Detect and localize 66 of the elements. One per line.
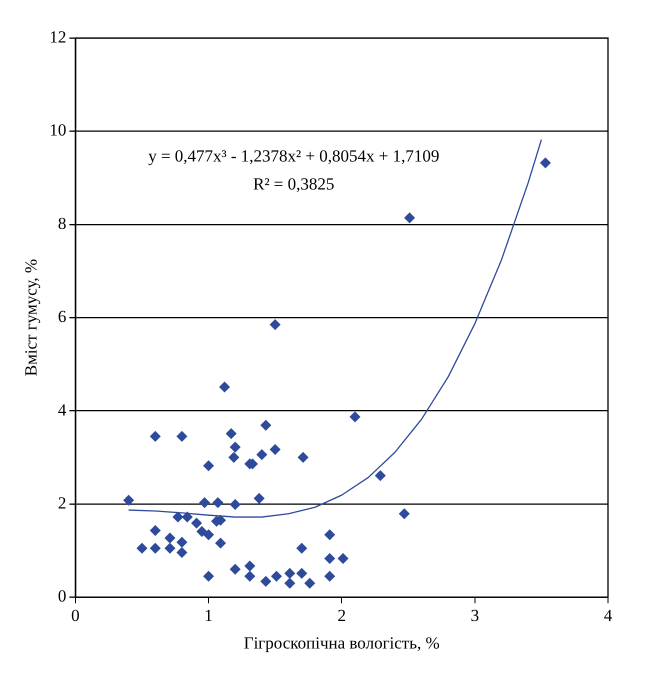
x-tick-label: 2	[337, 606, 346, 625]
point	[150, 525, 161, 536]
point	[244, 570, 256, 582]
y-axis-title: Вміст гумусу, %	[22, 258, 41, 376]
y-tick-label: 10	[49, 120, 66, 140]
x-axis-title: Гігроскопічна вологість, %	[244, 633, 440, 652]
point	[230, 442, 241, 453]
point	[203, 529, 214, 540]
y-tick-label: 4	[58, 400, 67, 420]
x-tick-label: 1	[204, 606, 213, 625]
point	[150, 430, 161, 442]
point	[298, 452, 309, 463]
point	[164, 532, 176, 544]
point	[172, 512, 184, 523]
annotation: R² = 0,3825	[253, 174, 334, 194]
point	[296, 542, 308, 554]
point	[176, 536, 188, 548]
point	[324, 553, 336, 564]
point	[540, 157, 551, 168]
point	[284, 568, 296, 579]
point	[304, 578, 316, 589]
point	[176, 430, 188, 442]
point	[182, 512, 193, 523]
x-tick-label: 4	[604, 606, 613, 625]
point	[199, 497, 210, 508]
point	[260, 420, 272, 431]
annotation: y = 0,477x³ - 1,2378x² + 0,8054x + 1,7109	[148, 146, 440, 166]
point	[270, 319, 281, 330]
y-tick-label: 0	[58, 586, 66, 606]
point	[176, 546, 188, 558]
point	[164, 542, 176, 554]
x-tick-label: 3	[470, 606, 480, 625]
point	[228, 452, 240, 463]
y-tick-label: 8	[58, 214, 66, 233]
point	[203, 460, 214, 472]
point	[296, 568, 308, 579]
point	[398, 508, 410, 520]
point	[123, 494, 134, 506]
point	[230, 564, 241, 575]
point	[404, 212, 416, 224]
y-tick-label: 2	[58, 493, 66, 512]
point	[374, 470, 386, 482]
point	[230, 498, 241, 510]
point	[284, 578, 296, 589]
point	[260, 576, 272, 587]
point	[324, 529, 336, 540]
point	[150, 542, 161, 554]
point	[226, 428, 237, 440]
point	[270, 444, 281, 455]
point	[270, 570, 282, 582]
point	[338, 553, 349, 564]
point	[215, 538, 226, 549]
point	[203, 570, 214, 582]
y-tick-label: 6	[58, 307, 66, 326]
y-tick-label: 12	[49, 27, 66, 46]
point	[191, 518, 202, 529]
point	[256, 449, 268, 460]
point	[350, 411, 361, 422]
point	[212, 497, 224, 508]
point	[254, 492, 265, 504]
x-tick-label: 0	[71, 606, 80, 625]
point	[244, 560, 256, 572]
point	[196, 526, 208, 537]
point	[219, 382, 230, 393]
point	[324, 570, 336, 582]
point	[136, 542, 148, 554]
